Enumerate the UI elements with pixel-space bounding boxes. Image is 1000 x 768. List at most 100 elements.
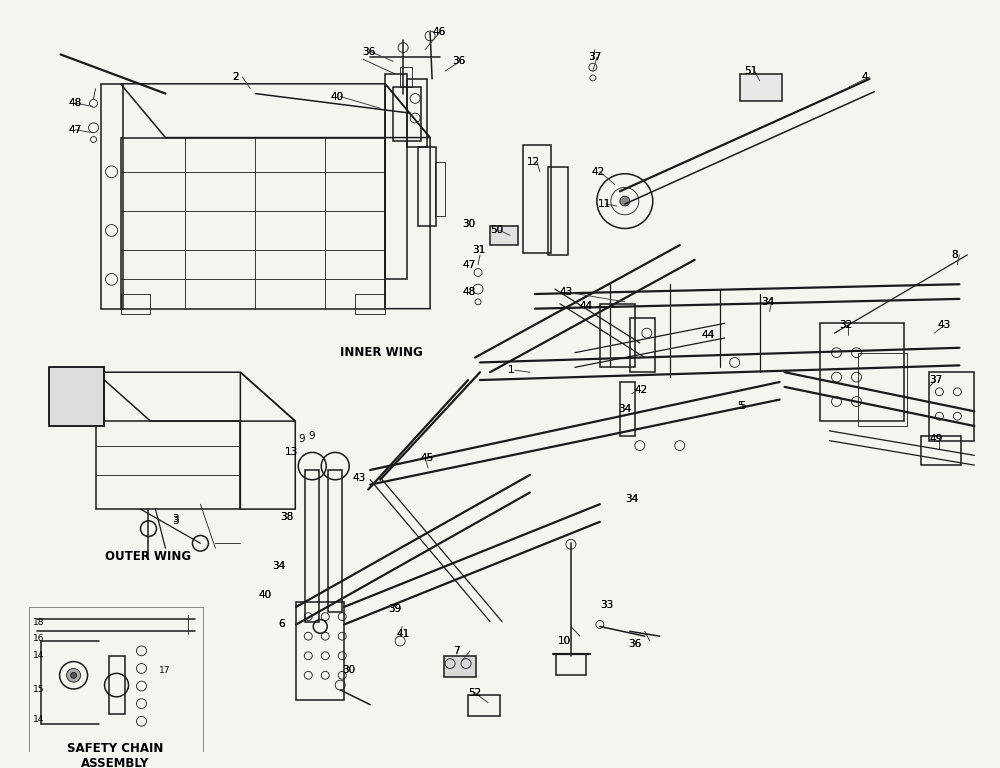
Text: 9: 9 — [298, 434, 305, 444]
Text: 41: 41 — [396, 629, 409, 639]
Text: ASSEMBLY: ASSEMBLY — [81, 756, 150, 768]
Text: 42: 42 — [635, 385, 648, 395]
Text: 6: 6 — [278, 620, 285, 630]
Text: 38: 38 — [280, 512, 294, 522]
Text: 51: 51 — [745, 66, 758, 76]
Text: 36: 36 — [628, 639, 641, 649]
Text: 37: 37 — [588, 52, 601, 62]
Text: 43: 43 — [560, 287, 573, 297]
Bar — [490, 226, 518, 245]
Text: 48: 48 — [69, 98, 82, 108]
Text: 48: 48 — [462, 287, 475, 297]
Text: 40: 40 — [330, 91, 343, 101]
Text: 30: 30 — [462, 219, 475, 229]
Text: 9: 9 — [308, 431, 315, 441]
Circle shape — [67, 668, 81, 682]
Text: 44: 44 — [580, 301, 593, 311]
Bar — [435, 162, 445, 216]
Text: 52: 52 — [468, 688, 481, 698]
Text: 49: 49 — [929, 434, 943, 444]
Bar — [444, 656, 476, 677]
Text: 42: 42 — [635, 385, 648, 395]
Bar — [385, 74, 407, 280]
Text: 6: 6 — [278, 620, 285, 630]
Text: 43: 43 — [560, 287, 573, 297]
Text: 3: 3 — [172, 514, 179, 524]
Text: 10: 10 — [558, 636, 571, 646]
Bar — [858, 353, 907, 426]
Text: 8: 8 — [951, 250, 958, 260]
Text: 16: 16 — [33, 634, 44, 643]
Text: 33: 33 — [600, 600, 613, 610]
Text: 12: 12 — [527, 157, 540, 167]
Circle shape — [620, 197, 630, 206]
Text: 49: 49 — [929, 434, 943, 444]
Text: 40: 40 — [258, 590, 271, 600]
Bar — [548, 167, 568, 255]
Text: 34: 34 — [625, 495, 638, 505]
Text: 8: 8 — [951, 250, 958, 260]
Text: 32: 32 — [840, 320, 853, 330]
Text: 34: 34 — [618, 405, 631, 415]
Text: 32: 32 — [840, 320, 853, 330]
Text: 4: 4 — [861, 72, 868, 82]
Bar — [820, 323, 904, 421]
Text: 37: 37 — [588, 52, 601, 62]
Bar — [418, 147, 436, 226]
Text: 48: 48 — [69, 98, 82, 108]
Text: 45: 45 — [420, 453, 433, 463]
Text: 1: 1 — [508, 366, 515, 376]
Text: 31: 31 — [472, 245, 485, 255]
Text: 36: 36 — [362, 47, 375, 57]
Text: 44: 44 — [702, 330, 715, 340]
Text: 30: 30 — [342, 665, 355, 675]
Bar — [296, 602, 344, 700]
Text: OUTER WING: OUTER WING — [105, 550, 192, 562]
Text: 39: 39 — [388, 604, 401, 614]
Bar — [305, 470, 319, 621]
Text: 34: 34 — [618, 405, 631, 415]
Text: 47: 47 — [462, 260, 475, 270]
Text: 46: 46 — [432, 27, 445, 37]
Text: 38: 38 — [280, 512, 294, 522]
Text: 43: 43 — [352, 473, 365, 483]
Text: 5: 5 — [740, 402, 746, 412]
Text: 43: 43 — [937, 320, 951, 330]
Bar — [49, 367, 104, 426]
Bar — [929, 372, 974, 441]
Text: 18: 18 — [33, 618, 44, 627]
Text: 34: 34 — [762, 296, 775, 307]
Text: 33: 33 — [600, 600, 613, 610]
Bar — [556, 654, 586, 675]
Text: 10: 10 — [558, 636, 571, 646]
Bar — [407, 79, 427, 147]
Text: 12: 12 — [527, 157, 540, 167]
Text: 7: 7 — [453, 646, 460, 656]
Bar — [109, 656, 125, 714]
Text: 50: 50 — [490, 226, 503, 236]
Text: 2: 2 — [232, 72, 239, 82]
Text: 31: 31 — [472, 245, 485, 255]
Text: 40: 40 — [258, 590, 271, 600]
Text: 11: 11 — [598, 199, 611, 209]
Text: 39: 39 — [388, 604, 401, 614]
Text: 43: 43 — [352, 473, 365, 483]
Text: 14: 14 — [33, 715, 44, 723]
Bar — [355, 294, 385, 313]
Text: 37: 37 — [929, 375, 943, 385]
Bar — [921, 435, 961, 465]
Text: 30: 30 — [462, 219, 475, 229]
Text: 34: 34 — [272, 561, 286, 571]
Text: 36: 36 — [452, 56, 465, 66]
Circle shape — [71, 672, 77, 678]
Text: 46: 46 — [432, 27, 445, 37]
Bar — [29, 607, 203, 768]
Text: 14: 14 — [33, 651, 44, 660]
Bar — [523, 145, 551, 253]
Bar — [49, 367, 104, 426]
Text: 50: 50 — [490, 226, 503, 236]
Text: 34: 34 — [625, 495, 638, 505]
Text: 42: 42 — [592, 167, 605, 177]
Text: 34: 34 — [272, 561, 286, 571]
Text: 15: 15 — [33, 686, 44, 694]
